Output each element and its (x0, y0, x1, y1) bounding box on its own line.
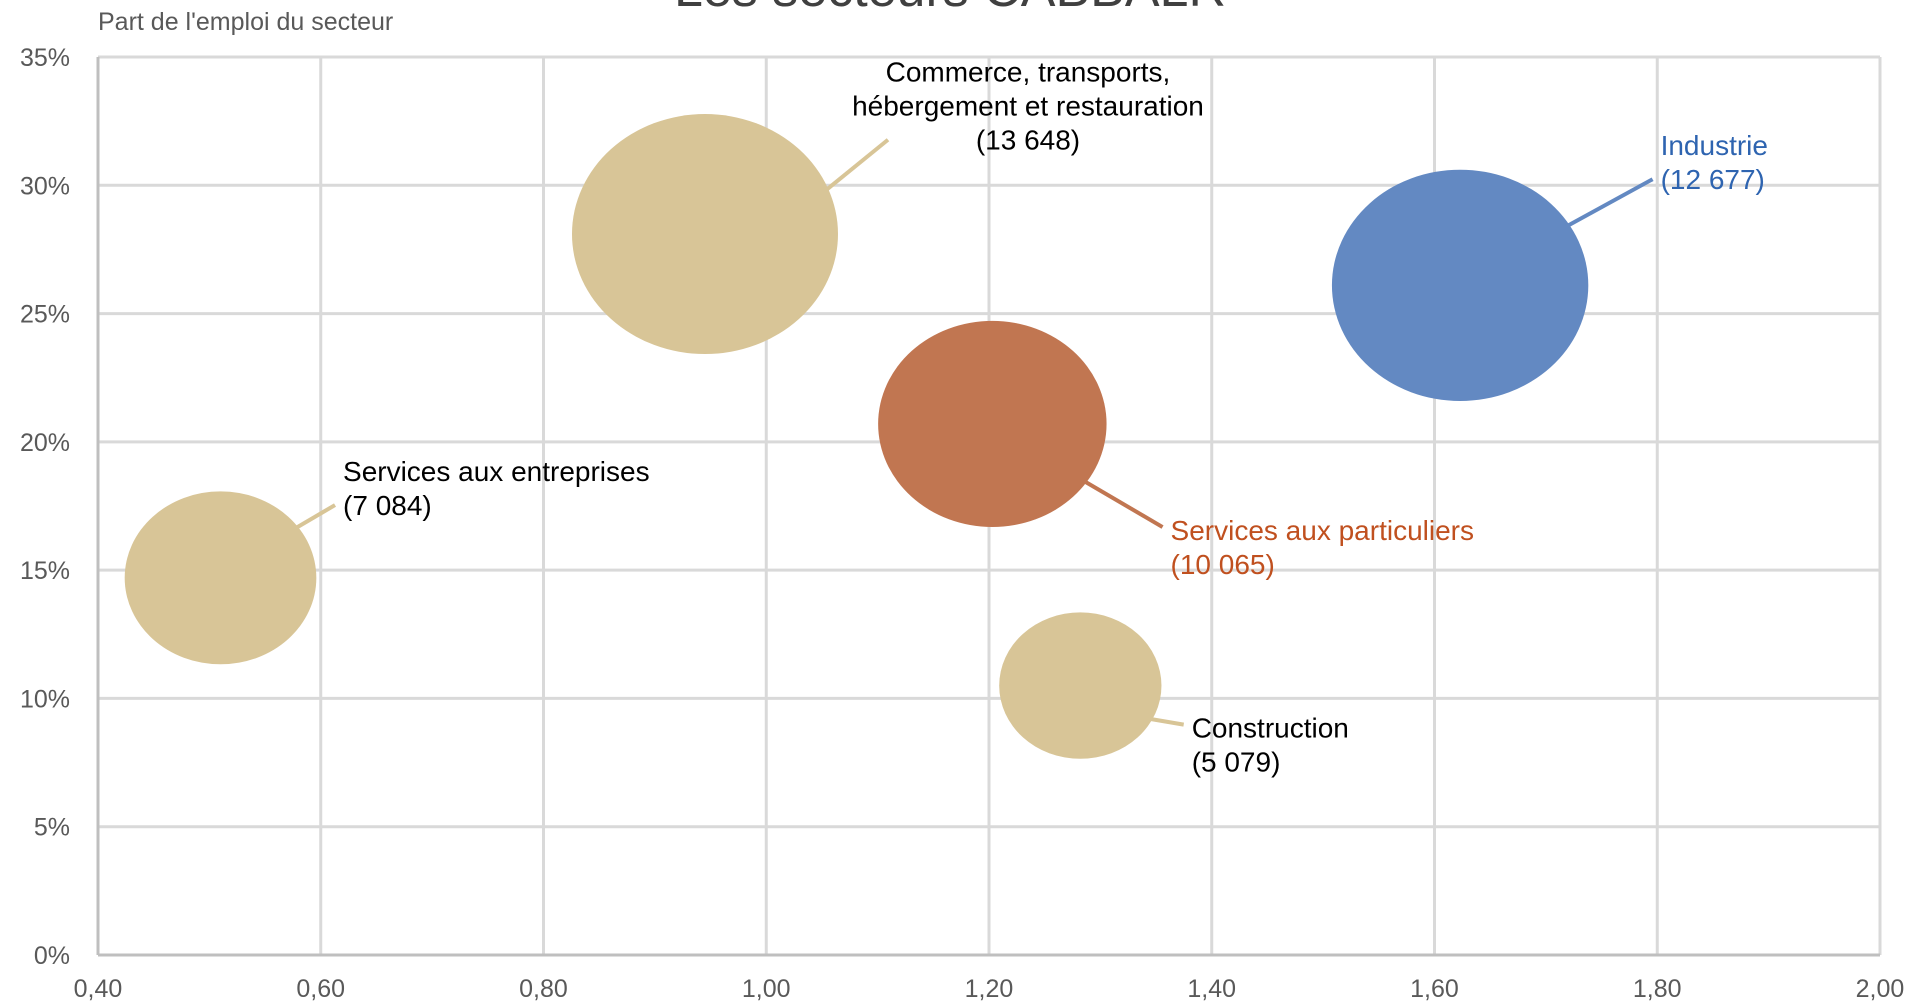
bubble (124, 491, 317, 665)
y-tick-label: 15% (20, 557, 70, 585)
bubble (571, 114, 838, 355)
bubble (1331, 169, 1589, 402)
data-label: Commerce, transports, (886, 57, 1171, 88)
y-axis-label: Part de l'emploi du secteur (98, 8, 393, 36)
data-label: (10 065) (1171, 549, 1275, 580)
leader-line (1082, 479, 1164, 529)
x-tick-label: 1,40 (1187, 975, 1236, 1003)
leader-line (823, 138, 890, 193)
x-tick-label: 1,00 (742, 975, 791, 1003)
x-tick-label: 0,40 (74, 975, 123, 1003)
bubble-layer (124, 114, 1589, 759)
data-label: (12 677) (1661, 164, 1765, 195)
leader-line (1565, 177, 1654, 229)
x-tick-label: 1,80 (1633, 975, 1682, 1003)
chart-title: Les secteurs CABBALR (674, 0, 1226, 18)
y-tick-label: 20% (20, 429, 70, 457)
x-tick-label: 0,60 (296, 975, 345, 1003)
y-tick-label: 25% (20, 301, 70, 329)
data-label: Services aux entreprises (343, 456, 650, 487)
y-tick-label: 10% (20, 685, 70, 713)
y-tick-label: 30% (20, 172, 70, 200)
data-label: Industrie (1661, 130, 1768, 161)
x-tick-label: 1,20 (965, 975, 1014, 1003)
data-label: (7 084) (343, 490, 432, 521)
data-label: Construction (1192, 713, 1349, 744)
data-label: (5 079) (1192, 747, 1281, 778)
y-tick-label: 0% (34, 942, 70, 970)
x-tick-label: 0,80 (519, 975, 568, 1003)
leader-line (294, 503, 337, 530)
y-tick-label: 35% (20, 44, 70, 72)
x-tick-label: 1,60 (1410, 975, 1459, 1003)
bubble (878, 320, 1107, 527)
x-tick-label: 2,00 (1856, 975, 1905, 1003)
bubble (999, 612, 1162, 759)
data-label: hébergement et restauration (852, 91, 1204, 122)
leader-line (1149, 716, 1185, 727)
data-label: Services aux particuliers (1171, 515, 1474, 546)
data-label: (13 648) (976, 125, 1080, 156)
y-tick-label: 5% (34, 814, 70, 842)
axis-layer: 0,40 0,60 0,80 1,00 1,20 1,40 1,60 1,80 2,00 0% 5%… (20, 44, 1904, 1003)
label-layer: Commerce, transports,hébergement et rest… (294, 57, 1768, 778)
